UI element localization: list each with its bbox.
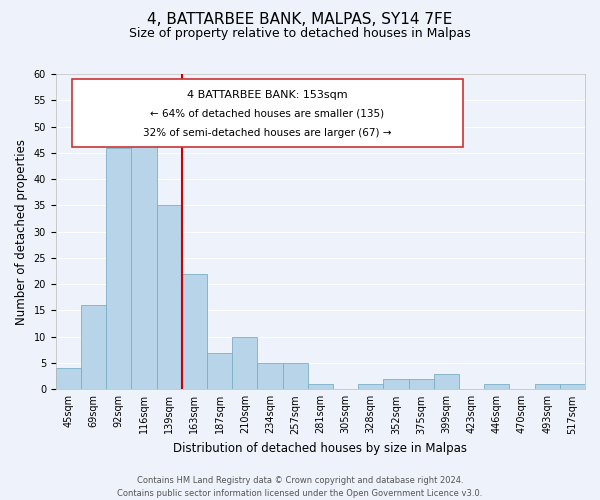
Text: 4 BATTARBEE BANK: 153sqm: 4 BATTARBEE BANK: 153sqm [187,90,348,100]
Bar [56,368,81,390]
Bar [308,384,333,390]
Bar [157,206,182,390]
Text: 4, BATTARBEE BANK, MALPAS, SY14 7FE: 4, BATTARBEE BANK, MALPAS, SY14 7FE [148,12,452,28]
Bar [383,379,409,390]
Text: 32% of semi-detached houses are larger (67) →: 32% of semi-detached houses are larger (… [143,128,392,138]
Bar [81,305,106,390]
Bar [484,384,509,390]
Bar [232,337,257,390]
Bar [257,363,283,390]
FancyBboxPatch shape [71,78,463,146]
Bar [106,148,131,390]
Y-axis label: Number of detached properties: Number of detached properties [15,138,28,324]
X-axis label: Distribution of detached houses by size in Malpas: Distribution of detached houses by size … [173,442,467,455]
Bar [358,384,383,390]
Bar [535,384,560,390]
Text: Size of property relative to detached houses in Malpas: Size of property relative to detached ho… [129,28,471,40]
Bar [409,379,434,390]
Bar [182,274,207,390]
Bar [434,374,459,390]
Bar [207,352,232,390]
Bar [131,126,157,390]
Bar [560,384,585,390]
Text: Contains HM Land Registry data © Crown copyright and database right 2024.
Contai: Contains HM Land Registry data © Crown c… [118,476,482,498]
Text: ← 64% of detached houses are smaller (135): ← 64% of detached houses are smaller (13… [151,108,385,118]
Bar [283,363,308,390]
